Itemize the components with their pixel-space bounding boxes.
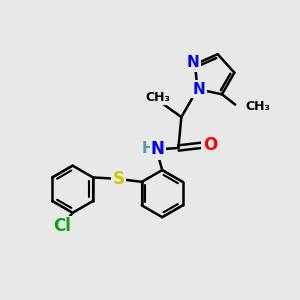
Text: O: O bbox=[203, 136, 217, 154]
Text: N: N bbox=[193, 82, 206, 97]
Text: H: H bbox=[142, 141, 154, 156]
Text: Cl: Cl bbox=[53, 217, 71, 235]
Text: CH₃: CH₃ bbox=[145, 91, 170, 103]
Text: S: S bbox=[112, 170, 124, 188]
Text: CH₃: CH₃ bbox=[245, 100, 271, 112]
Text: N: N bbox=[187, 55, 200, 70]
Text: N: N bbox=[151, 140, 165, 158]
